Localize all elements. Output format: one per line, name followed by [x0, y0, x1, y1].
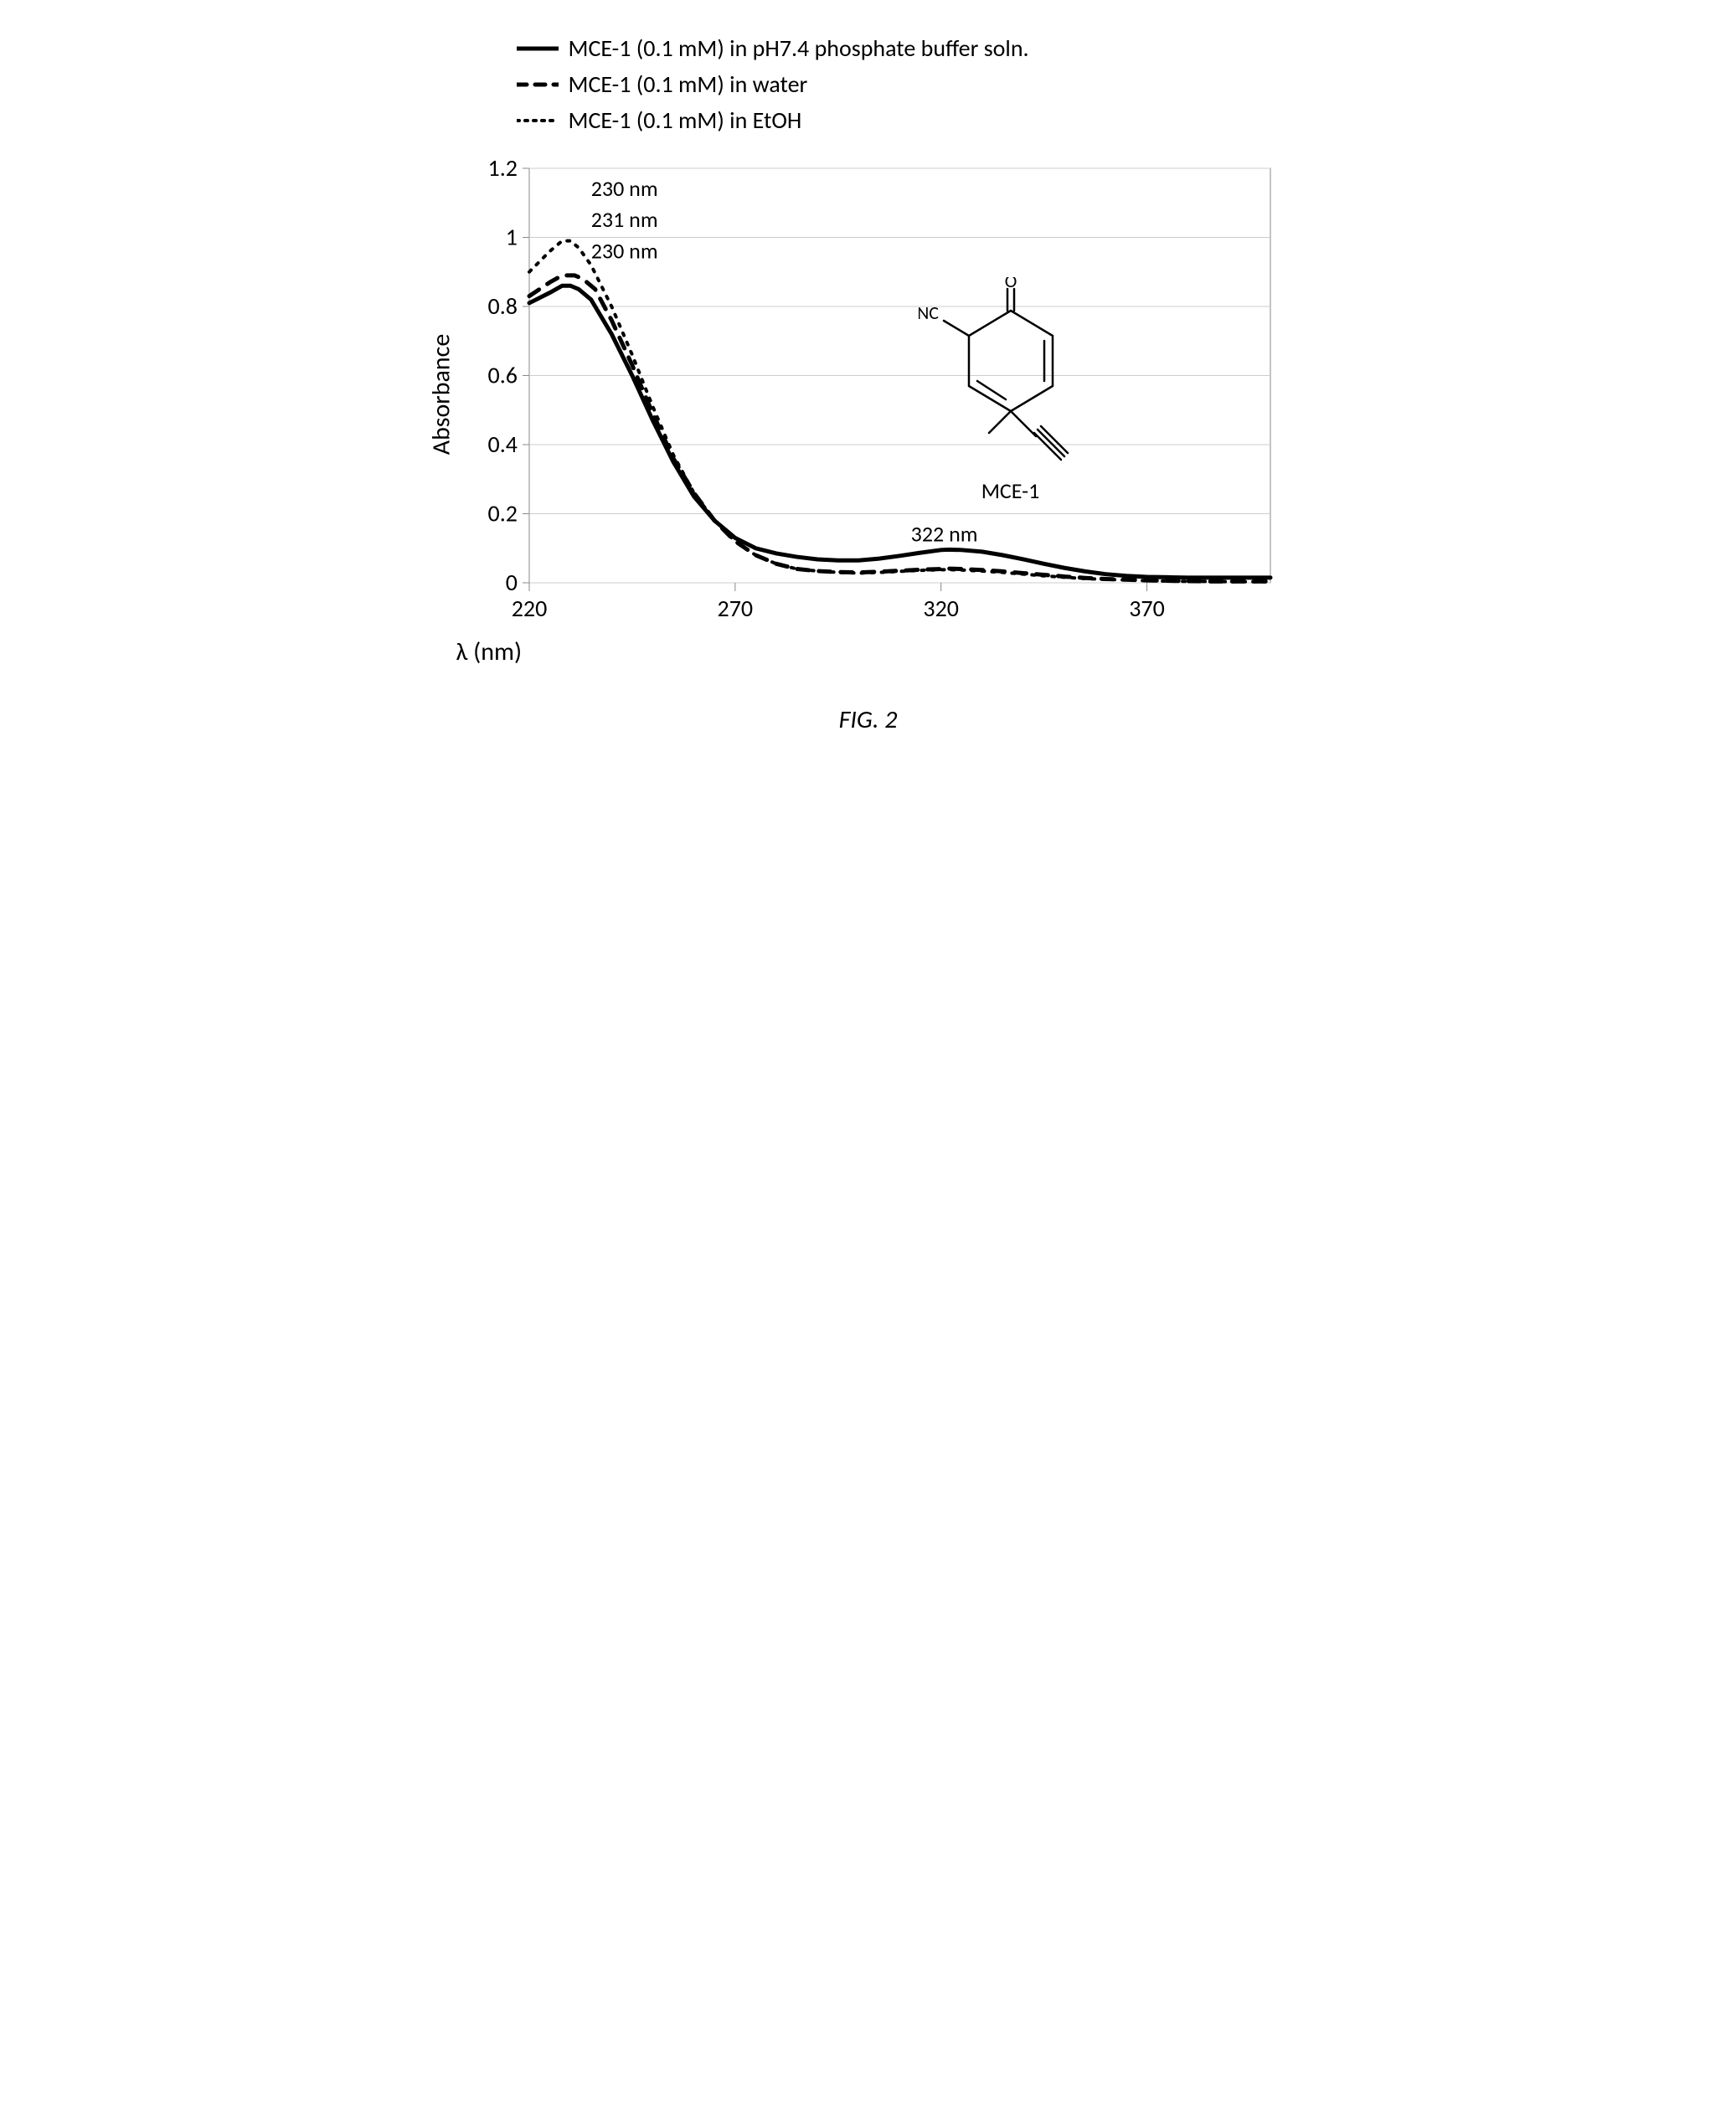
y-tick-label: 1.2 — [487, 160, 517, 183]
y-tick-label: 1 — [505, 223, 517, 252]
molecule-svg: O NC — [919, 277, 1103, 470]
x-tick-label: 270 — [717, 594, 753, 623]
nc-label: NC — [919, 301, 939, 324]
peak-annotation: 322 nm — [910, 521, 977, 548]
legend-label: MCE-1 (0.1 mM) in pH7.4 phosphate buffer… — [569, 33, 1029, 63]
peak-annotation: 230 nm — [590, 175, 657, 202]
chart-svg: 0 0.2 0.4 0.6 0.8 1 1.2 220 270 320 370 230 nm 231 n… — [450, 160, 1287, 629]
y-tick-label: 0.4 — [487, 430, 517, 459]
legend-item: MCE-1 (0.1 mM) in pH7.4 phosphate buffer… — [517, 33, 1287, 63]
y-axis-title: Absorbance — [425, 334, 456, 456]
peak-annotation: 230 nm — [590, 237, 657, 264]
molecule-label: MCE-1 — [919, 477, 1103, 504]
legend-swatch — [517, 38, 559, 59]
figure-caption: FIG. 2 — [450, 704, 1287, 735]
legend-label: MCE-1 (0.1 mM) in water — [569, 69, 808, 99]
y-tick-label: 0 — [505, 568, 517, 597]
oxygen-label: O — [1004, 277, 1017, 292]
legend-item: MCE-1 (0.1 mM) in EtOH — [517, 106, 1287, 135]
x-tick-label: 220 — [511, 594, 547, 623]
x-axis-title: λ (nm) — [456, 636, 523, 667]
legend: MCE-1 (0.1 mM) in pH7.4 phosphate buffer… — [517, 33, 1287, 135]
x-tick-label: 320 — [923, 594, 959, 623]
y-tick-label: 0.8 — [487, 291, 517, 321]
legend-item: MCE-1 (0.1 mM) in water — [517, 69, 1287, 99]
molecule-structure: O NC MCE-1 — [919, 277, 1103, 504]
y-tick-label: 0.2 — [487, 499, 517, 528]
peak-annotation: 231 nm — [590, 206, 657, 233]
legend-label: MCE-1 (0.1 mM) in EtOH — [569, 106, 802, 135]
chart-area: Absorbance 00.20.40.60.811.2220270320370… — [450, 160, 1287, 629]
y-tick-label: 0.6 — [487, 361, 517, 390]
legend-swatch — [517, 110, 559, 131]
figure-container: MCE-1 (0.1 mM) in pH7.4 phosphate buffer… — [450, 33, 1287, 735]
x-tick-label: 370 — [1129, 594, 1165, 623]
legend-swatch — [517, 74, 559, 95]
